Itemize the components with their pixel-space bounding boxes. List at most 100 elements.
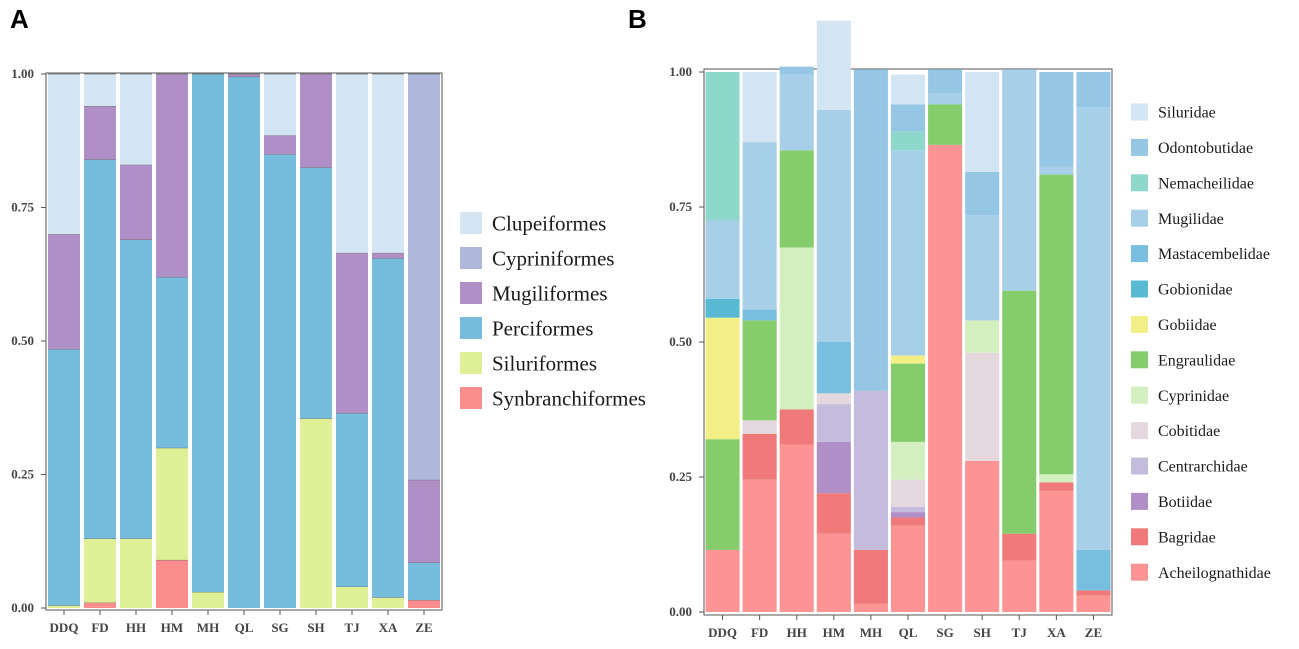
bar-segment-hh-bagridae [779,409,814,445]
bar-segment-ddq-clupeiformes [48,74,80,235]
bar-segment-xa-mugilidae [1039,166,1074,175]
bar-segment-mh-bagridae [853,549,888,604]
bar-segment-hm-botiidae [816,441,851,494]
bar-segment-fd-clupeiformes [84,74,116,107]
bar-segment-xa-clupeiformes [372,74,404,253]
legend-label-mugiliformes: Mugiliformes [492,281,608,305]
bar-segment-sg-mugiliformes [264,135,296,155]
bar-segment-sg-clupeiformes [264,74,296,136]
legend-swatch-mugilidae [1131,209,1148,227]
bar-segment-ze-cypriniformes [408,74,440,480]
bar-segment-ze-synbranchiformes [408,599,440,608]
bar-segment-hm-siluridae [816,20,851,110]
x-tick-label: ZE [1085,625,1102,640]
bar-segment-ddq-gobiidae [705,317,740,440]
x-tick-label: SH [307,620,324,635]
legend-label-perciformes: Perciformes [492,316,593,340]
bar-segment-xa-acheilognathidae [1039,490,1074,612]
bar-segment-ql-cyprinidae [890,441,926,480]
bar-segment-sh-siluridae [965,72,1000,172]
bar-segment-ql-engraulidae [890,363,926,442]
bar-segment-ddq-siluriformes [48,605,80,608]
bar-segment-tj-clupeiformes [336,74,368,253]
bar-segment-ze-bagridae [1076,590,1111,596]
bar-segment-ql-cobitidae [890,479,926,507]
bar-segment-hh-mugilidae [779,74,814,151]
bar-segment-xa-mugiliformes [372,252,404,259]
x-tick-label: HH [787,625,807,640]
bar-segment-hm-acheilognathidae [816,533,851,612]
legend-label-siluridae: Siluridae [1158,105,1216,122]
bar-segment-hh-odontobutidae [779,66,814,75]
bar-segment-hh-perciformes [120,239,152,539]
y-tick-label: 0.25 [669,469,692,484]
bar-segment-mh-perciformes [192,74,224,592]
bar-segment-fd-bagridae [742,433,777,480]
bar-segment-ql-centrarchidae [890,506,926,513]
legend-label-mastacembelidae: Mastacembelidae [1158,246,1270,263]
legend-swatch-odontobutidae [1131,138,1148,156]
legend-label-odontobutidae: Odontobutidae [1158,140,1253,157]
bar-segment-hh-siluriformes [120,538,152,608]
legend-swatch-clupeiformes [460,212,482,234]
legend-label-mugilidae: Mugilidae [1158,211,1224,228]
bar-segment-sh-perciformes [300,167,332,419]
bar-segment-xa-perciformes [372,258,404,598]
chart-b: 0.00 0.25 0.50 0.75 1.00 DDQ FD HH HM MH QL SG SH TJ X… [669,20,1271,640]
bar-segment-xa-siluriformes [372,597,404,608]
x-tick-label: QL [899,625,918,640]
bar-segment-fd-cobitidae [742,420,777,434]
chart-a: 0.00 0.25 0.50 0.75 1.00 DDQ FD HH HM MH QL SG SH TJ X… [11,66,646,635]
panel-label-a: A [10,4,29,34]
bar-segment-ql-nemacheilidae [890,131,926,151]
y-tick-label: 0.00 [11,600,34,615]
bar-segment-fd-engraulidae [742,320,777,421]
legend-swatch-gobiidae [1131,315,1148,333]
bar-segment-sh-mugiliformes [300,74,332,168]
x-tick-label: FD [91,620,108,635]
legend-label-centrarchidae: Centrarchidae [1158,459,1248,476]
legend-swatch-mugiliformes [460,282,482,304]
legend-swatch-siluridae [1131,103,1148,121]
legend-swatch-cypriniformes [460,247,482,269]
legend-label-synbranchiformes: Synbranchiformes [492,386,646,410]
bar-segment-ql-siluridae [890,74,926,105]
bar-segment-ze-mugiliformes [408,479,440,563]
legend-swatch-synbranchiformes [460,387,482,409]
bar-segment-mh-centrarchidae [853,390,888,550]
legend-label-clupeiformes: Clupeiformes [492,211,606,235]
bar-segment-fd-perciformes [84,159,116,539]
bar-segment-hm-bagridae [816,493,851,534]
x-tick-label: HH [126,620,146,635]
bar-segment-sg-perciformes [264,154,296,608]
x-tick-label: DDQ [708,625,737,640]
bar-segment-mh-odontobutidae [853,69,888,391]
bar-segment-tj-mugiliformes [336,252,368,414]
bar-segment-ddq-nemacheilidae [705,72,740,221]
legend-label-bagridae: Bagridae [1158,529,1216,546]
y-tick-label: 0.50 [11,333,34,348]
bar-segment-tj-siluriformes [336,586,368,608]
legend-label-botiidae: Botiidae [1158,494,1212,511]
bar-segment-ql-bagridae [890,517,926,526]
x-tick-label: DDQ [50,620,79,635]
bar-segment-sg-mugilidae [928,93,963,105]
legend-label-cyprinidae: Cyprinidae [1158,388,1229,405]
bar-segment-sh-acheilognathidae [965,460,1000,612]
bar-segment-sg-acheilognathidae [928,144,963,612]
legend-swatch-centrarchidae [1131,457,1148,475]
bar-segment-hm-mugilidae [816,109,851,342]
bar-segment-hm-perciformes [156,276,188,448]
legend-label-engraulidae: Engraulidae [1158,352,1235,369]
bar-segment-xa-bagridae [1039,482,1074,491]
bar-segment-sg-engraulidae [928,104,963,145]
bar-segment-ql-perciformes [228,76,260,609]
bar-segment-fd-acheilognathidae [742,479,777,612]
x-tick-label: TJ [344,620,360,635]
legend-label-acheilognathidae: Acheilognathidae [1158,565,1271,582]
legend-label-siluriformes: Siluriformes [492,351,597,375]
bar-segment-hm-mastacembelidae [816,342,851,394]
bar-segment-tj-bagridae [1002,533,1037,561]
bar-segment-hm-siluriformes [156,447,188,560]
legend-swatch-cyprinidae [1131,386,1148,404]
